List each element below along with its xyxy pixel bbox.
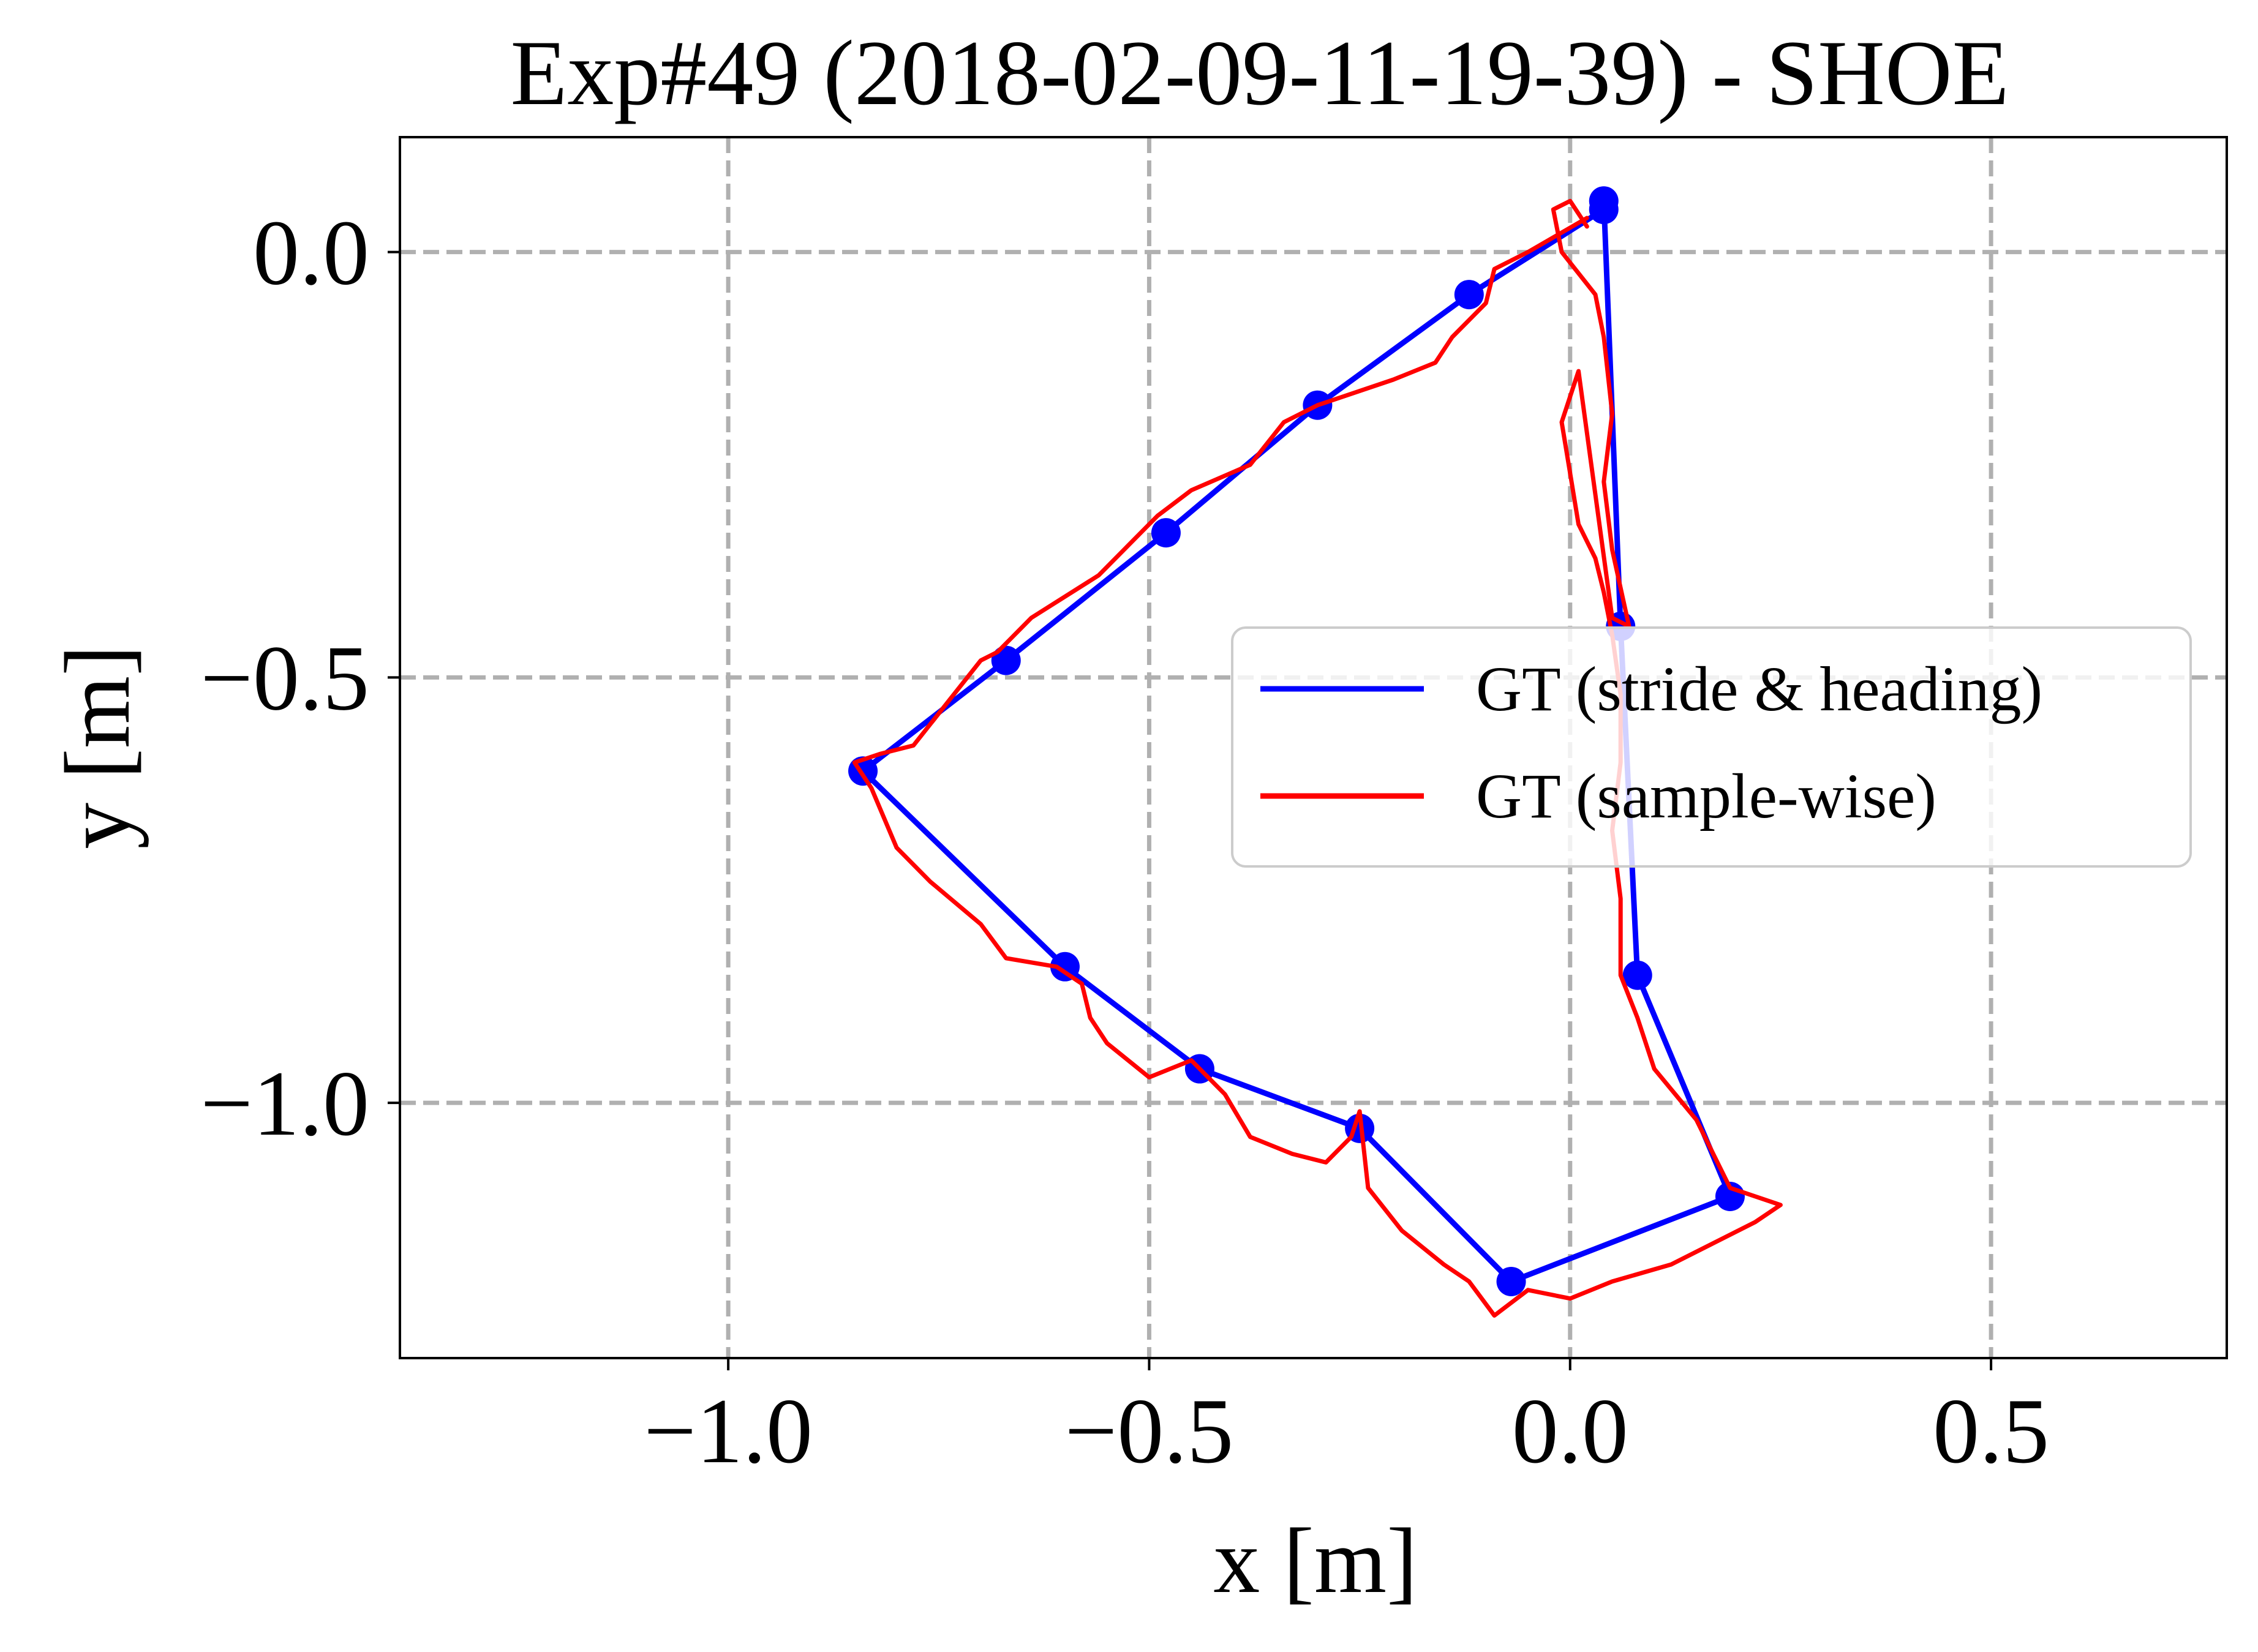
legend-label-stride-heading: GT (stride & heading) xyxy=(1476,654,2042,724)
data-point xyxy=(1589,186,1619,216)
data-point xyxy=(1151,518,1181,548)
data-point xyxy=(991,645,1021,675)
y-tick-label: −1.0 xyxy=(200,1052,369,1155)
x-axis-label: x [m] xyxy=(1213,1509,1417,1612)
x-tick-label: −1.0 xyxy=(644,1380,813,1482)
y-tick-label: −0.5 xyxy=(200,626,369,729)
series-sample-wise xyxy=(852,198,1783,1318)
series-layer xyxy=(848,186,1783,1318)
y-axis-label: y [m] xyxy=(46,645,149,849)
series-line xyxy=(860,198,1733,1285)
chart-title: Exp#49 (2018-02-09-11-19-39) - SHOE xyxy=(510,21,2009,124)
data-point xyxy=(1622,960,1652,990)
series-line xyxy=(852,198,1783,1318)
x-tick-label: −0.5 xyxy=(1065,1380,1234,1482)
x-axis-ticks: −1.0 −0.5 0.0 0.5 xyxy=(644,1358,2049,1482)
y-axis-ticks: 0.0 −0.5 −1.0 xyxy=(200,201,400,1155)
x-tick-label: 0.5 xyxy=(1933,1380,2049,1482)
x-tick-label: 0.0 xyxy=(1512,1380,1628,1482)
data-point xyxy=(1496,1266,1526,1296)
legend-box xyxy=(1231,626,2192,868)
legend-label-sample-wise: GT (sample-wise) xyxy=(1476,761,1936,832)
y-tick-label: 0.0 xyxy=(253,201,369,304)
legend: GT (stride & heading) GT (sample-wise) xyxy=(1231,626,2192,868)
data-point xyxy=(1050,952,1080,982)
data-point xyxy=(1454,280,1484,310)
plot-frame xyxy=(399,136,2228,1359)
